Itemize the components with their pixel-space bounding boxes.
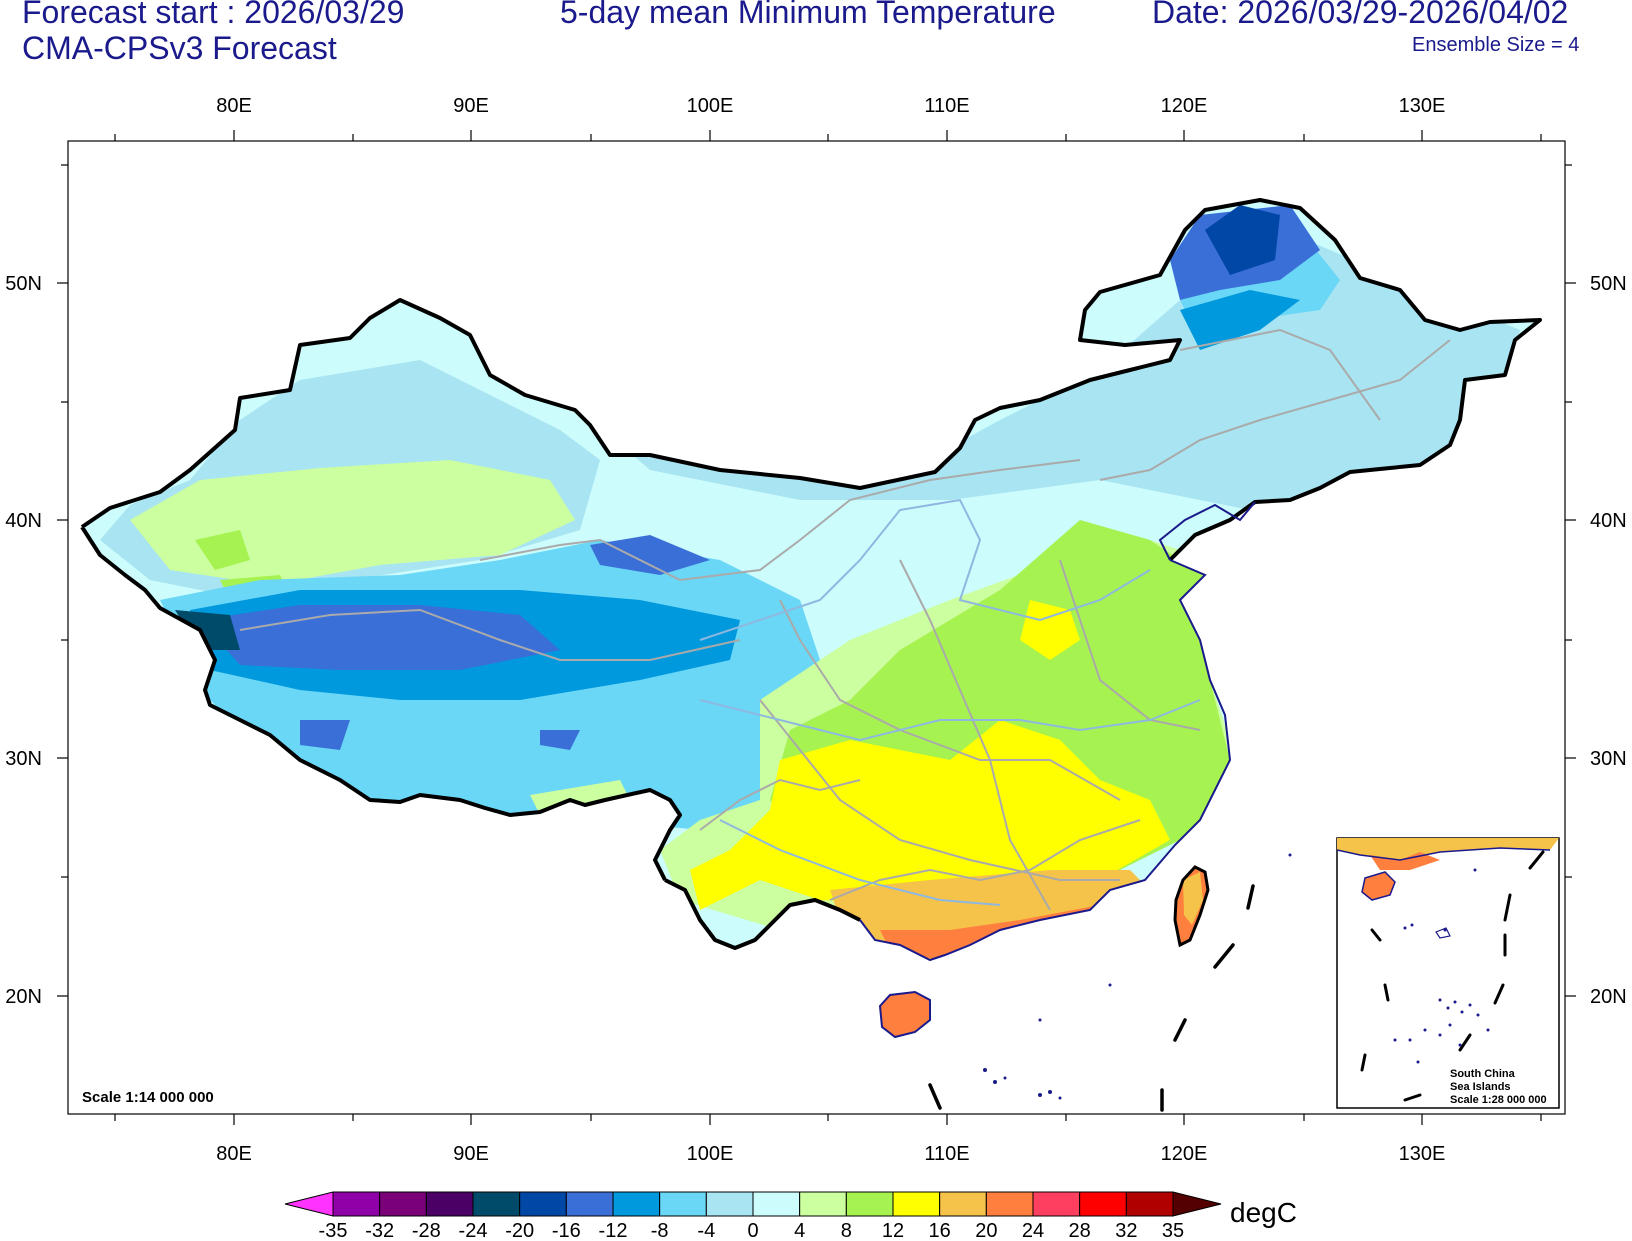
lon-label: 90E: [453, 1143, 489, 1165]
lat-label: 50N: [1590, 273, 1627, 295]
colorbar-tick-label: 20: [975, 1220, 997, 1241]
colorbar-tick-label: 0: [747, 1220, 758, 1241]
hainan-coast: [878, 990, 931, 1039]
axis-ticks: [57, 130, 1576, 1125]
lon-label: 80E: [216, 1143, 252, 1165]
inset-title-line2: Sea Islands: [1450, 1081, 1511, 1093]
lat-label: 40N: [1590, 510, 1627, 532]
colorbar: -35 -32 -28 -24 -20 -16 -12 -8 -4 0 4 8 12 16 20 24 28 32…: [284, 1191, 1222, 1241]
lon-labels-bottom: 80E 90E 100E 110E 120E 130E: [216, 1143, 1445, 1165]
colorbar-swatch: [519, 1191, 567, 1217]
inset-scale-label: Scale 1:28 000 000: [1450, 1094, 1547, 1106]
main-title: 5-day mean Minimum Temperature: [560, 0, 1056, 30]
model-name-title: CMA-CPSv3 Forecast: [22, 30, 337, 66]
lat-label: 50N: [5, 273, 42, 295]
colorbar-tick-label: 32: [1115, 1220, 1137, 1241]
china-border: [80, 198, 1542, 950]
colorbar-tick-label: -35: [319, 1220, 348, 1241]
colorbar-unit: degC: [1230, 1197, 1297, 1228]
taiwan-coast: [1173, 865, 1210, 948]
colorbar-tick-label: 24: [1022, 1220, 1044, 1241]
lon-label: 110E: [924, 1143, 969, 1165]
lon-labels-top: 80E 90E 100E 110E 120E 130E: [216, 95, 1445, 117]
colorbar-swatch: [612, 1191, 661, 1217]
date-range-title: Date: 2026/03/29-2026/04/02: [1152, 0, 1569, 30]
lon-label: 110E: [924, 95, 969, 117]
lon-label: 120E: [1161, 95, 1208, 117]
lon-label: 90E: [453, 95, 489, 117]
lat-labels-right: 50N 40N 30N 20N: [1590, 273, 1627, 1008]
colorbar-tick-label: 4: [794, 1220, 805, 1241]
lon-label: 100E: [687, 1143, 734, 1165]
colorbar-tick-label: -28: [412, 1220, 441, 1241]
colorbar-swatch: [752, 1191, 801, 1217]
colorbar-tick-label: 28: [1069, 1220, 1091, 1241]
lat-label: 40N: [5, 510, 42, 532]
colorbar-swatch: [799, 1191, 847, 1217]
map-scale-label: Scale 1:14 000 000: [82, 1089, 214, 1106]
colorbar-swatch: [705, 1191, 754, 1217]
colorbar-swatch: [565, 1191, 614, 1217]
colorbar-tick-label: 8: [841, 1220, 852, 1241]
coastline: [859, 559, 1232, 962]
lon-label: 100E: [687, 95, 734, 117]
dash-line: [928, 884, 1255, 1112]
lat-labels-left: 50N 40N 30N 20N: [5, 273, 42, 1008]
lon-label: 120E: [1161, 1143, 1208, 1165]
forecast-start-title: Forecast start : 2026/03/29: [22, 0, 405, 30]
colorbar-tick-label: 12: [882, 1220, 904, 1241]
colorbar-tick-label: 35: [1162, 1220, 1184, 1241]
ensemble-size-label: Ensemble Size = 4: [1412, 34, 1580, 56]
colorbar-tick-label: -32: [365, 1220, 394, 1241]
colorbar-tick-label: -12: [599, 1220, 628, 1241]
colorbar-swatch: [379, 1191, 427, 1217]
colorbar-swatch: [472, 1191, 521, 1217]
colorbar-swatch: [1032, 1191, 1081, 1217]
colorbar-tick-label: 16: [929, 1220, 951, 1241]
colorbar-swatch: [1125, 1191, 1174, 1217]
colorbar-tick-label: -16: [552, 1220, 581, 1241]
lon-label: 130E: [1399, 95, 1446, 117]
colorbar-tick-label: -24: [459, 1220, 488, 1241]
colorbar-swatch: [845, 1191, 894, 1217]
colorbar-swatch: [1079, 1191, 1127, 1217]
lon-label: 80E: [216, 95, 252, 117]
colorbar-low-end: [284, 1191, 334, 1217]
colorbar-swatch: [985, 1191, 1034, 1217]
islands: [983, 853, 1292, 1100]
plot-frame: [67, 140, 1566, 1115]
province-boundaries: [239, 328, 1451, 911]
colorbar-tick-label: -20: [505, 1220, 534, 1241]
south-china-sea-inset: South China Sea Islands Scale 1:28 000 0…: [1336, 837, 1560, 1109]
colorbar-swatch: [332, 1191, 381, 1217]
lon-label: 130E: [1399, 1143, 1446, 1165]
lat-label: 30N: [1590, 748, 1627, 770]
colorbar-tick-label: -8: [651, 1220, 669, 1241]
colorbar-tick-label: -4: [697, 1220, 715, 1241]
colorbar-swatch: [892, 1191, 941, 1217]
temperature-field: [82, 200, 1540, 1037]
colorbar-high-end: [1172, 1191, 1222, 1217]
bohai-coast: [1158, 501, 1256, 561]
lat-label: 20N: [5, 986, 42, 1008]
colorbar-swatch: [939, 1191, 987, 1217]
colorbar-swatch: [425, 1191, 474, 1217]
lat-label: 20N: [1590, 986, 1627, 1008]
lat-label: 30N: [5, 748, 42, 770]
rivers: [699, 498, 1201, 906]
colorbar-swatch: [659, 1191, 707, 1217]
inset-title-line1: South China: [1450, 1068, 1516, 1080]
